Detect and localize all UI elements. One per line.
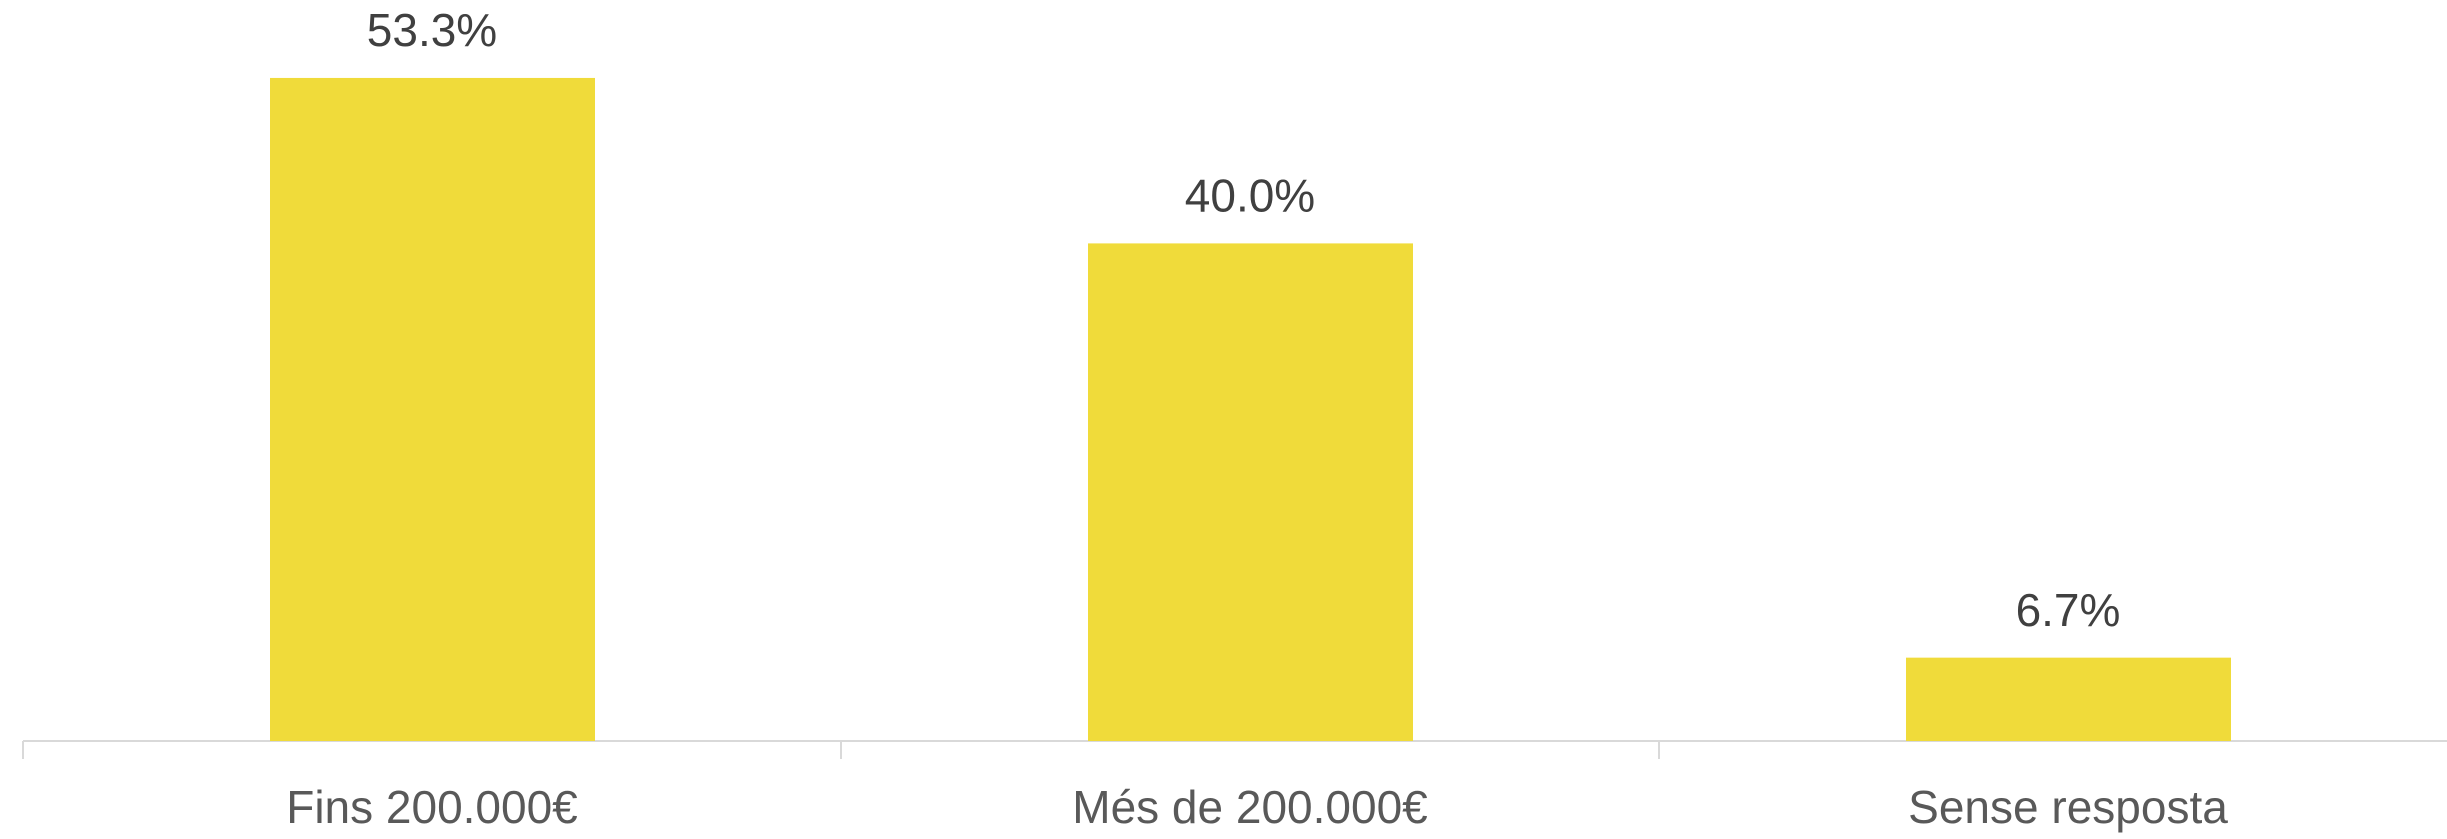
x-tick-label: Fins 200.000€: [286, 781, 578, 833]
x-tick-label: Més de 200.000€: [1072, 781, 1428, 833]
bar: [1906, 657, 2231, 741]
bar: [270, 77, 595, 741]
value-label: 40.0%: [1185, 170, 1315, 222]
x-tick-label: Sense resposta: [1908, 781, 2228, 833]
value-label: 6.7%: [2016, 584, 2121, 636]
value-label: 53.3%: [367, 4, 497, 56]
bar: [1088, 243, 1413, 741]
